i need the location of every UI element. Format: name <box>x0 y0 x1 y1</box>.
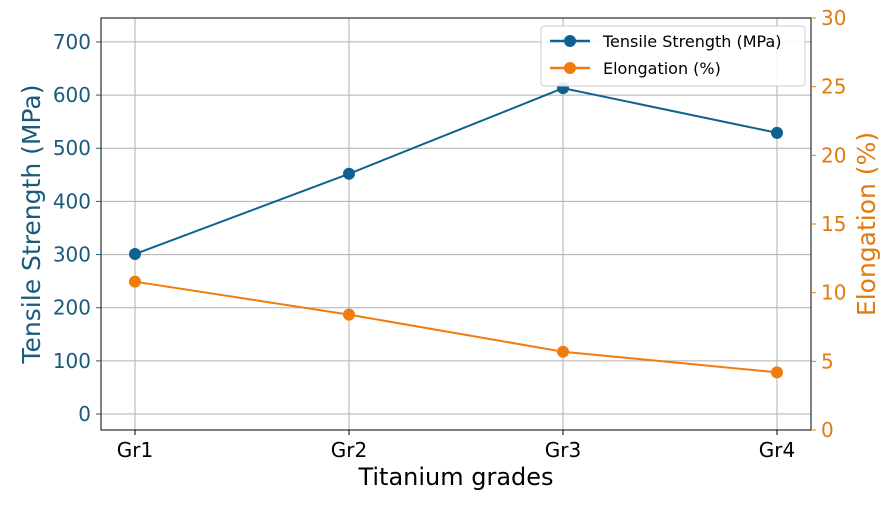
legend-elongation-marker <box>564 62 576 74</box>
x-tick-label: Gr1 <box>117 438 153 462</box>
y-left-tick-label: 500 <box>53 136 91 160</box>
x-tick-label: Gr2 <box>331 438 367 462</box>
y-right-tick-label: 25 <box>821 75 846 99</box>
elongation-series-line <box>134 280 778 374</box>
tensile-strength-data-point <box>771 126 783 139</box>
x-tick-label: Gr3 <box>545 438 581 462</box>
legend-box <box>540 25 806 87</box>
elongation-data-point <box>343 308 355 321</box>
y-left-tick-label: 400 <box>53 189 91 213</box>
y-left-tick-label: 300 <box>53 243 91 267</box>
y-right-axis-label: Elongation (%) <box>852 132 881 316</box>
y-left-tick-label: 100 <box>53 349 91 373</box>
elongation-data-point <box>771 366 783 379</box>
ticks-layer: 0 100 200 300 400 500 600 700 Gr1 Gr2 Gr3 Gr4 0 5 10 15… <box>53 6 847 462</box>
legend-tensile-marker <box>564 35 576 47</box>
y-left-tick-label: 600 <box>53 83 91 107</box>
series-layer <box>129 82 783 379</box>
x-tick-label: Gr4 <box>759 438 795 462</box>
y-right-tick-label: 15 <box>821 212 846 236</box>
y-right-tick-label: 5 <box>821 349 834 373</box>
y-left-tick-label: 0 <box>78 402 91 426</box>
tensile-strength-data-point <box>343 167 355 180</box>
elongation-data-point <box>557 345 569 358</box>
tensile-strength-series-line <box>134 87 778 255</box>
y-right-tick-label: 20 <box>821 143 846 167</box>
legend-elongation-label: Elongation (%) <box>603 59 721 78</box>
legend-tensile-label: Tensile Strength (MPa) <box>602 32 782 51</box>
y-right-tick-label: 30 <box>821 6 846 30</box>
tensile-strength-data-point <box>129 248 141 261</box>
elongation-data-point <box>129 275 141 288</box>
x-axis-label: Titanium grades <box>357 463 553 491</box>
y-right-tick-label: 0 <box>821 418 834 442</box>
y-right-tick-label: 10 <box>821 281 846 305</box>
y-left-tick-label: 200 <box>53 296 91 320</box>
y-left-axis-label: Tensile Strength (MPa) <box>17 85 46 365</box>
legend: Tensile Strength (MPa) Elongation (%) <box>540 25 806 87</box>
y-left-tick-label: 700 <box>53 30 91 54</box>
